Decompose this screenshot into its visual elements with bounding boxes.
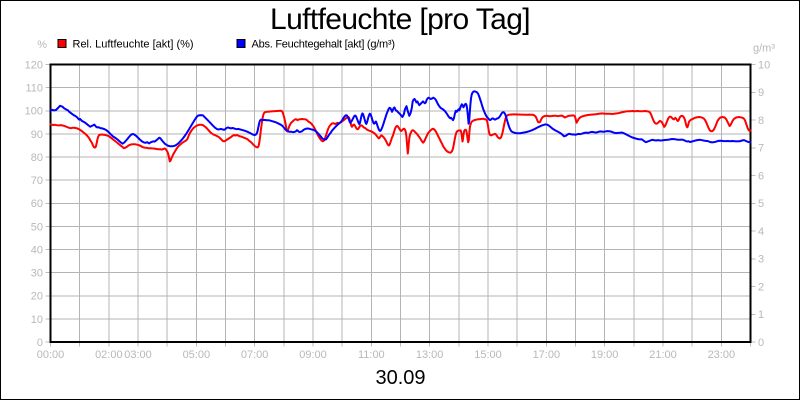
svg-text:2: 2 bbox=[758, 281, 764, 293]
svg-text:1: 1 bbox=[758, 309, 764, 321]
svg-text:4: 4 bbox=[758, 226, 764, 238]
svg-text:13:00: 13:00 bbox=[416, 349, 444, 361]
svg-text:23:00: 23:00 bbox=[708, 349, 736, 361]
svg-text:07:00: 07:00 bbox=[241, 349, 269, 361]
svg-text:10: 10 bbox=[758, 59, 770, 71]
svg-text:110: 110 bbox=[25, 83, 43, 95]
svg-text:02:00: 02:00 bbox=[95, 349, 123, 361]
svg-text:9: 9 bbox=[758, 87, 764, 99]
svg-text:Rel. Luftfeuchte [akt] (%): Rel. Luftfeuchte [akt] (%) bbox=[73, 39, 194, 51]
svg-text:03:00: 03:00 bbox=[124, 349, 152, 361]
svg-text:40: 40 bbox=[31, 244, 43, 256]
svg-text:17:00: 17:00 bbox=[533, 349, 561, 361]
svg-text:19:00: 19:00 bbox=[591, 349, 619, 361]
svg-text:60: 60 bbox=[31, 198, 43, 210]
svg-text:30.09: 30.09 bbox=[375, 367, 425, 389]
svg-text:%: % bbox=[37, 39, 47, 51]
svg-text:Luftfeuchte [pro Tag]: Luftfeuchte [pro Tag] bbox=[270, 3, 530, 36]
svg-text:20: 20 bbox=[31, 291, 43, 303]
svg-text:g/m³: g/m³ bbox=[753, 43, 775, 55]
svg-text:5: 5 bbox=[758, 198, 764, 210]
svg-text:09:00: 09:00 bbox=[299, 349, 327, 361]
svg-text:3: 3 bbox=[758, 254, 764, 266]
svg-text:Abs. Feuchtegehalt [akt] (g/m³: Abs. Feuchtegehalt [akt] (g/m³) bbox=[252, 39, 395, 51]
svg-text:30: 30 bbox=[31, 268, 43, 280]
svg-text:15:00: 15:00 bbox=[474, 349, 502, 361]
svg-text:70: 70 bbox=[31, 175, 43, 187]
svg-text:8: 8 bbox=[758, 115, 764, 127]
svg-text:10: 10 bbox=[31, 314, 43, 326]
svg-text:90: 90 bbox=[31, 129, 43, 141]
svg-text:11:00: 11:00 bbox=[358, 349, 385, 361]
svg-text:50: 50 bbox=[31, 221, 43, 233]
svg-text:0: 0 bbox=[758, 337, 764, 349]
svg-text:00:00: 00:00 bbox=[37, 349, 65, 361]
svg-text:0: 0 bbox=[37, 337, 43, 349]
svg-text:120: 120 bbox=[25, 59, 43, 71]
svg-text:80: 80 bbox=[31, 152, 43, 164]
svg-text:100: 100 bbox=[25, 106, 43, 118]
svg-text:7: 7 bbox=[758, 143, 764, 155]
svg-text:6: 6 bbox=[758, 170, 764, 182]
svg-text:21:00: 21:00 bbox=[649, 349, 677, 361]
svg-text:05:00: 05:00 bbox=[183, 349, 211, 361]
